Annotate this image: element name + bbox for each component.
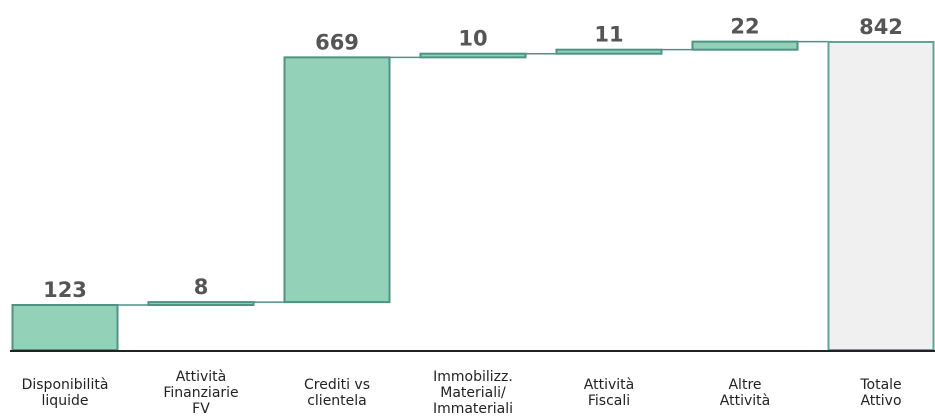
category-line: clientela — [307, 393, 367, 409]
category-label: Attività Fiscali — [584, 377, 634, 409]
value-label: 11 — [594, 23, 623, 47]
value-label: 842 — [859, 15, 903, 39]
value-label: 669 — [315, 30, 359, 54]
category-label: Attività Finanziarie FV — [163, 369, 238, 417]
bar — [691, 40, 799, 51]
category-line: FV — [192, 401, 210, 417]
category-line: Attivo — [860, 393, 901, 409]
value-label: 8 — [194, 275, 209, 299]
category-line: Altre — [728, 377, 761, 393]
category-line: liquide — [42, 393, 89, 409]
bar — [147, 301, 255, 307]
category-line: Crediti vs — [304, 377, 370, 393]
category-line: Disponibilità — [22, 377, 109, 393]
category-line: Attività — [176, 369, 226, 385]
category-line: Finanziarie — [163, 385, 238, 401]
category-label: Totale Attivo — [859, 377, 901, 409]
category-label: Immobilizz. Materiali/Immateriali — [433, 369, 513, 417]
value-label: 22 — [730, 15, 759, 39]
bar — [555, 48, 663, 55]
value-label: 10 — [458, 27, 487, 51]
category-label: Altre Attività — [720, 377, 770, 409]
category-line: Totale — [859, 377, 901, 393]
bar — [11, 304, 119, 351]
category-line: Immateriali — [433, 401, 513, 417]
category-line: Fiscali — [588, 393, 630, 409]
category-line: Materiali/ — [440, 385, 506, 401]
category-line: Attività — [720, 393, 770, 409]
category-line: Attività — [584, 377, 634, 393]
category-label: Disponibilità liquide — [22, 377, 109, 409]
bar — [283, 56, 391, 304]
total-bar — [827, 41, 935, 351]
value-label: 123 — [43, 278, 87, 302]
bar — [419, 52, 527, 59]
category-line: Immobilizz. — [433, 369, 513, 385]
category-label: Crediti vs clientela — [304, 377, 370, 409]
